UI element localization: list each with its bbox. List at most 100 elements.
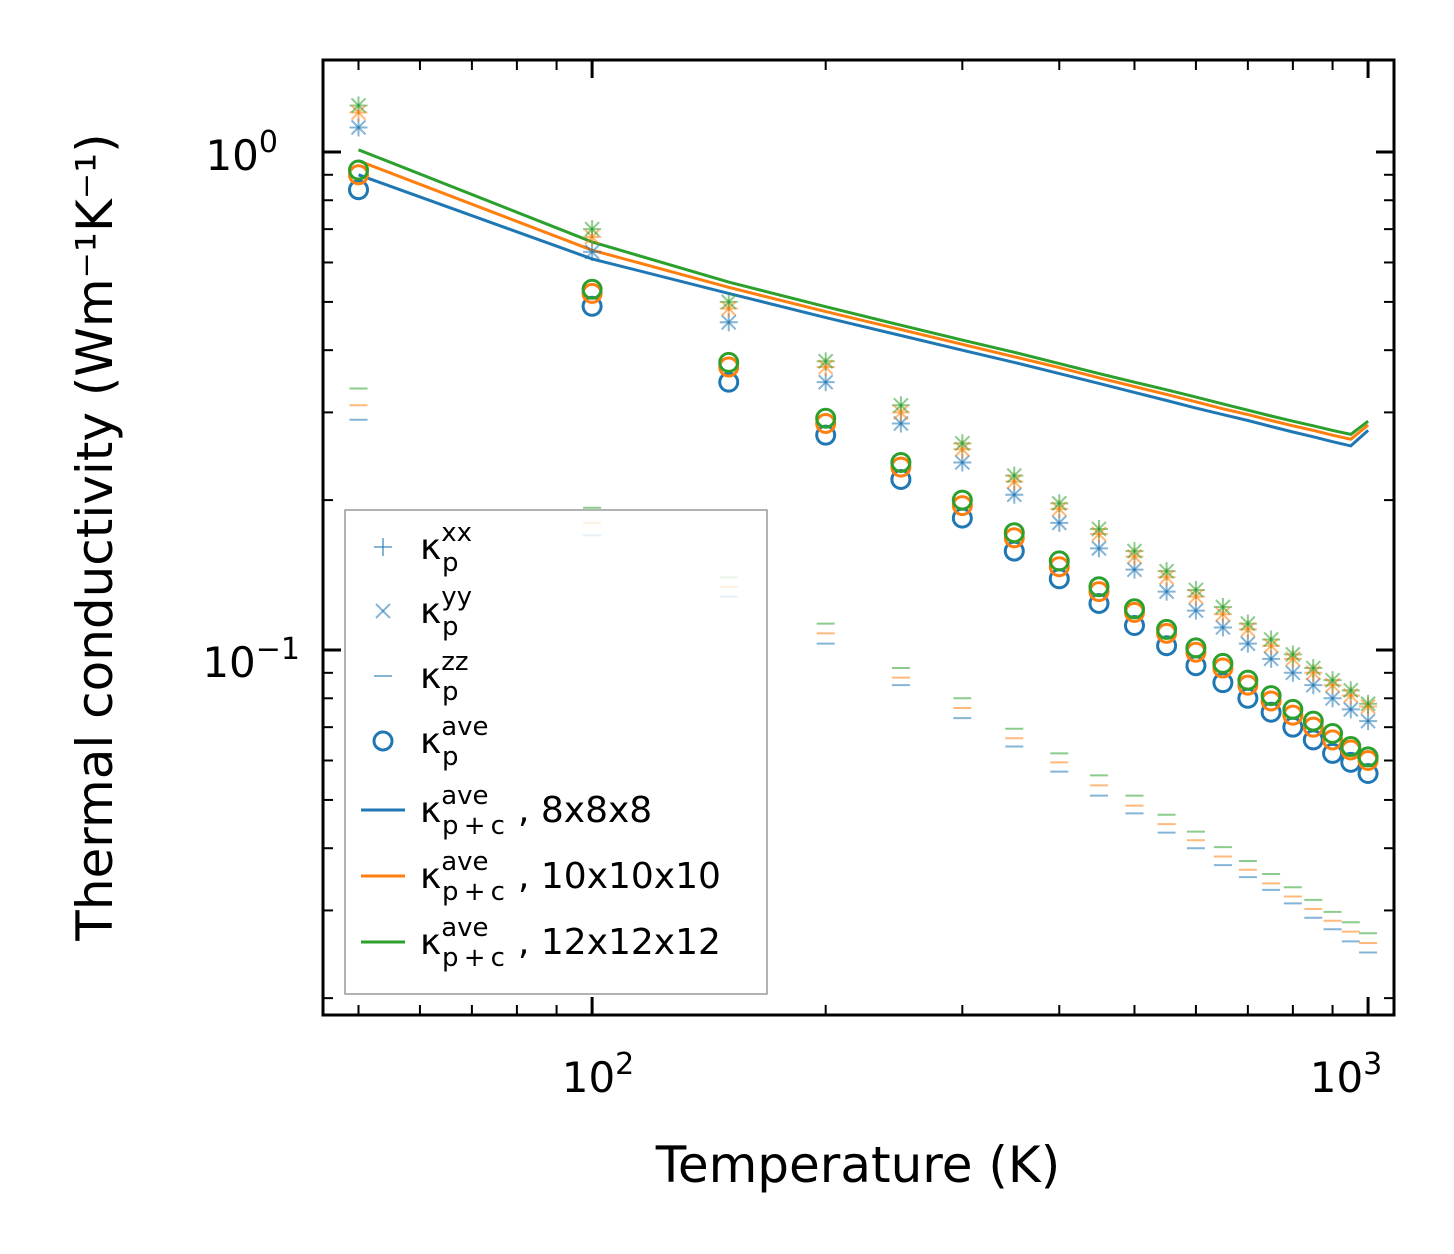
point-yy_orange-800 xyxy=(1285,651,1301,667)
point-yy_green-900-b xyxy=(1324,672,1341,688)
point-yy_blue-900-b xyxy=(1324,690,1341,706)
legend-entry-3: κave p xyxy=(372,712,489,772)
legend-entry-6: κave p + c, 12x12x12 xyxy=(361,913,721,973)
point-yy_orange-700 xyxy=(1240,621,1256,638)
point-yy_blue-600-b xyxy=(1188,602,1204,619)
point-yy_green-400 xyxy=(1051,495,1067,512)
point-yy_blue-300 xyxy=(954,454,971,471)
point-ave_green-250 xyxy=(890,451,912,473)
point-yy_blue-100 xyxy=(584,244,600,260)
point-yy_blue-800 xyxy=(1285,665,1301,681)
point-yy_green-800-b xyxy=(1285,646,1301,663)
point-yy_blue-200 xyxy=(817,374,834,390)
point-ave_orange-300 xyxy=(951,495,973,517)
legend-swatch-1-b xyxy=(375,603,391,619)
point-ave_green-800 xyxy=(1282,698,1304,720)
point-yy_orange-750 xyxy=(1263,638,1279,654)
legend-entry-2: κzz p xyxy=(374,647,469,707)
point-ave_green-450 xyxy=(1088,576,1110,598)
point-yy_blue-50-b xyxy=(350,119,367,136)
point-yy_green-150-b xyxy=(721,294,737,310)
legend-swatch-3 xyxy=(372,730,394,752)
point-ave_green-500 xyxy=(1123,598,1145,620)
point-yy_orange-450-b xyxy=(1091,526,1107,542)
point-ave_green-900 xyxy=(1322,722,1344,744)
legend-label-4: κave p + c, 8x8x8 xyxy=(420,781,652,841)
point-ave_green-850 xyxy=(1302,710,1324,732)
legend-label-6: κave p + c, 12x12x12 xyxy=(420,913,721,973)
point-yy_orange-750-b xyxy=(1263,638,1279,654)
point-yy_green-500-b xyxy=(1126,543,1143,559)
point-yy_green-450-b xyxy=(1091,521,1107,537)
point-yy_green-50-b xyxy=(350,97,367,114)
point-yy_orange-100-b xyxy=(584,229,600,245)
legend-entry-4: κave p + c, 8x8x8 xyxy=(361,781,652,841)
point-yy_orange-50-b xyxy=(350,104,367,121)
series-yy_orange xyxy=(350,104,1376,715)
point-yy_orange-550-b xyxy=(1158,569,1175,585)
point-yy_orange-500 xyxy=(1126,548,1143,565)
point-yy_blue-450-b xyxy=(1091,540,1107,557)
series-ave_green xyxy=(348,159,1379,768)
point-ave_orange-800 xyxy=(1282,704,1304,726)
point-yy_orange-500-b xyxy=(1126,548,1143,565)
point-yy_green-100-b xyxy=(584,221,600,237)
point-ave_green-350 xyxy=(1003,522,1025,544)
line-p+c_10x10x10 xyxy=(357,159,1370,441)
point-yy_green-200-b xyxy=(817,353,834,369)
point-yy_green-600 xyxy=(1188,582,1204,598)
legend-label-1: κyy p xyxy=(420,582,472,642)
point-yy_orange-100 xyxy=(584,229,600,245)
point-yy_green-400-b xyxy=(1051,495,1067,512)
legend-label-5: κave p + c, 10x10x10 xyxy=(420,847,721,907)
point-yy_green-300 xyxy=(954,435,971,452)
point-yy_orange-400-b xyxy=(1051,501,1067,517)
point-yy_orange-300-b xyxy=(954,441,971,457)
point-yy_blue-500-b xyxy=(1126,561,1143,578)
point-yy_orange-1000-b xyxy=(1360,698,1376,715)
point-yy_orange-550 xyxy=(1158,569,1175,585)
point-yy_blue-150 xyxy=(721,314,737,331)
point-yy_orange-850-b xyxy=(1305,665,1322,681)
series-yy_green xyxy=(350,97,1376,712)
legend-label-0: κxx p xyxy=(420,518,472,578)
series-yy_blue xyxy=(350,119,1376,729)
point-yy_green-100 xyxy=(584,221,600,237)
series-layer xyxy=(348,96,1379,954)
point-yy_green-700-b xyxy=(1240,615,1256,632)
point-ave_orange-900 xyxy=(1322,729,1344,751)
point-yy_orange-900 xyxy=(1324,677,1341,693)
y-tick-label-1: 100 xyxy=(205,125,278,180)
point-yy_blue-250 xyxy=(893,415,909,432)
point-yy_blue-850 xyxy=(1305,677,1322,693)
x-tick-label-1000: 103 xyxy=(1310,1047,1383,1102)
point-yy_orange-200 xyxy=(817,359,834,375)
point-yy_green-750-b xyxy=(1263,631,1279,648)
legend-swatch-0 xyxy=(374,538,392,556)
point-yy_blue-350-b xyxy=(1006,487,1022,503)
point-yy_orange-950-b xyxy=(1343,687,1359,704)
ticks-layer xyxy=(323,60,1394,1015)
point-ave_blue-150 xyxy=(718,371,740,393)
point-yy_blue-250-b xyxy=(893,415,909,432)
point-yy_green-900 xyxy=(1324,672,1341,688)
point-yy_blue-650 xyxy=(1215,619,1231,636)
point-yy_green-950-b xyxy=(1343,682,1359,699)
point-yy_orange-900-b xyxy=(1324,677,1341,693)
point-yy_orange-800-b xyxy=(1285,651,1301,667)
point-yy_blue-800-b xyxy=(1285,665,1301,681)
point-yy_green-850-b xyxy=(1305,660,1322,676)
point-yy_orange-350 xyxy=(1006,473,1022,490)
point-yy_orange-650-b xyxy=(1215,606,1231,622)
point-yy_green-50 xyxy=(350,97,367,114)
point-yy_green-300-b xyxy=(954,435,971,452)
legend-label-2: κzz p xyxy=(420,647,469,707)
point-ave_orange-850 xyxy=(1302,716,1324,738)
point-yy_blue-900 xyxy=(1324,690,1341,706)
point-yy_green-1000 xyxy=(1360,696,1376,712)
point-yy_green-650 xyxy=(1215,599,1231,615)
point-yy_blue-750-b xyxy=(1263,651,1279,667)
point-yy_orange-350-b xyxy=(1006,473,1022,490)
point-yy_orange-650 xyxy=(1215,606,1231,622)
point-yy_blue-450 xyxy=(1091,540,1107,557)
